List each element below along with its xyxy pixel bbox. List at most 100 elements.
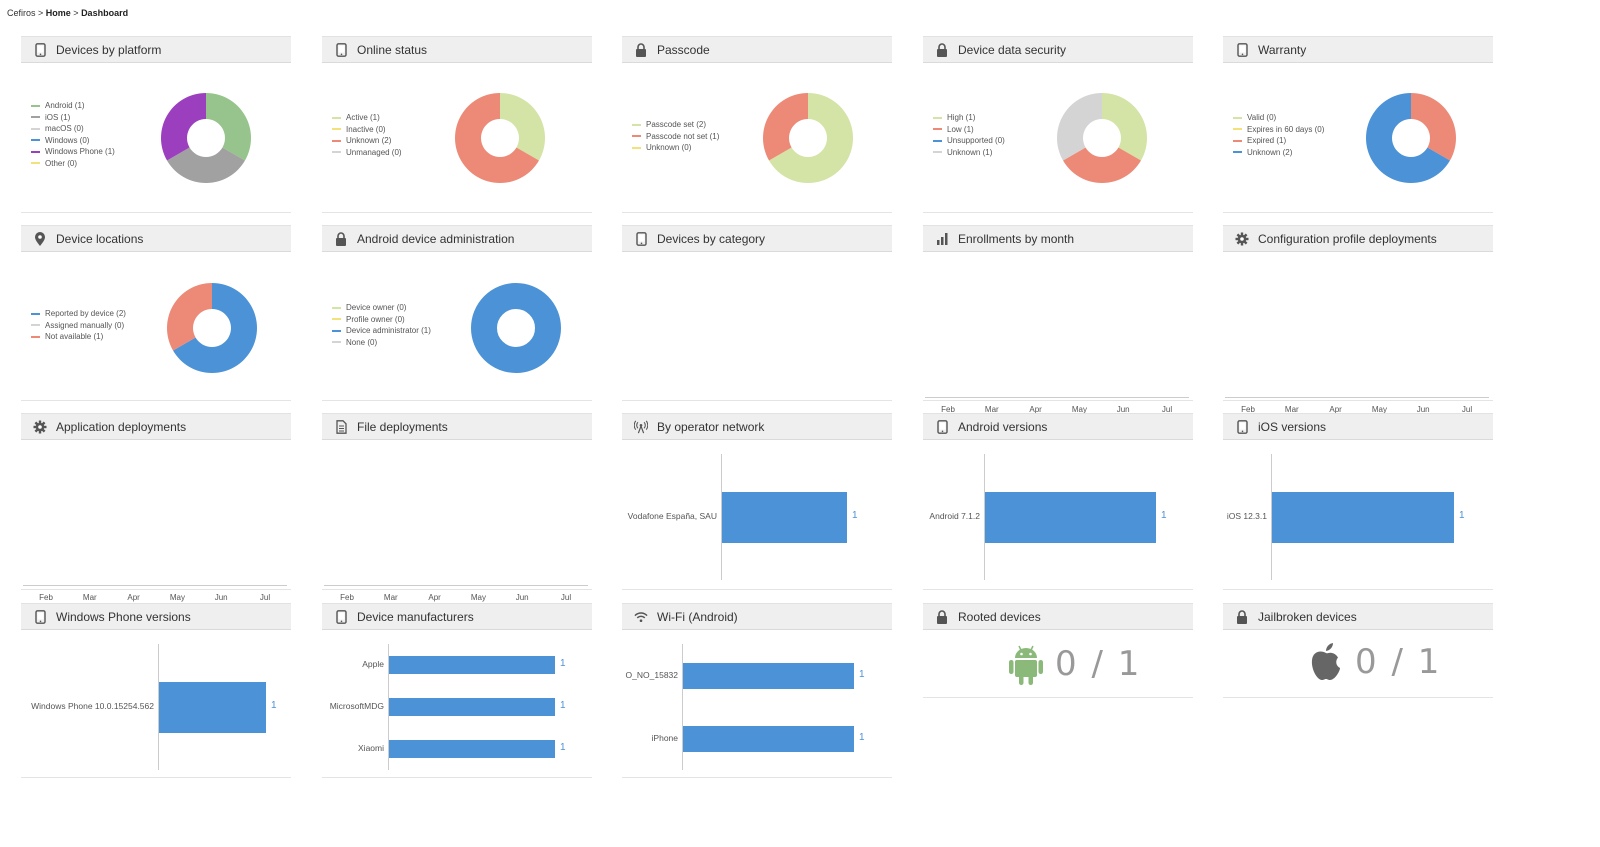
legend-item[interactable]: Reported by device (2) bbox=[31, 308, 126, 320]
panel-header[interactable]: Android versions bbox=[923, 413, 1193, 440]
panel-header[interactable]: By operator network bbox=[622, 413, 892, 440]
donut-slice[interactable] bbox=[167, 147, 245, 184]
donut-chart[interactable] bbox=[470, 282, 562, 374]
legend-item[interactable]: Windows (0) bbox=[31, 135, 115, 147]
bar[interactable] bbox=[389, 698, 555, 716]
panel-by-operator-network: By operator network Vodafone España, SAU… bbox=[622, 413, 892, 590]
bar[interactable] bbox=[389, 656, 555, 674]
bar[interactable] bbox=[683, 662, 854, 689]
y-axis-line bbox=[682, 644, 683, 770]
panel-header[interactable]: Passcode bbox=[622, 36, 892, 63]
legend-item[interactable]: Unknown (0) bbox=[632, 142, 719, 154]
donut-slice[interactable] bbox=[763, 93, 808, 161]
legend-item[interactable]: Unknown (2) bbox=[332, 135, 402, 147]
donut-slice[interactable] bbox=[1063, 147, 1141, 184]
panel-header[interactable]: Rooted devices bbox=[923, 603, 1193, 630]
panel-header[interactable]: Wi-Fi (Android) bbox=[622, 603, 892, 630]
panel-header[interactable]: Application deployments bbox=[21, 413, 291, 440]
legend-item[interactable]: Other (0) bbox=[31, 158, 115, 170]
panel-header[interactable]: File deployments bbox=[322, 413, 592, 440]
legend-swatch bbox=[31, 104, 40, 107]
legend-label: Windows (0) bbox=[45, 135, 90, 145]
panel-online-status: Online status Active (1) Inactive (0) Unkn… bbox=[322, 36, 592, 213]
legend-item[interactable]: High (1) bbox=[933, 112, 1005, 124]
donut-slice[interactable] bbox=[500, 93, 545, 161]
panel-header[interactable]: Configuration profile deployments bbox=[1223, 225, 1493, 252]
panel-divider bbox=[622, 212, 892, 213]
panel-title: Devices by platform bbox=[56, 42, 162, 57]
legend-item[interactable]: Profile owner (0) bbox=[332, 314, 431, 326]
legend-item[interactable]: Android (1) bbox=[31, 100, 115, 112]
panel-header[interactable]: iOS versions bbox=[1223, 413, 1493, 440]
bar[interactable] bbox=[722, 491, 847, 543]
legend-item[interactable]: Unknown (2) bbox=[1233, 147, 1324, 159]
bar[interactable] bbox=[389, 740, 555, 758]
panel-ios-versions: iOS versions iOS 12.3.1 1 bbox=[1223, 413, 1493, 590]
breadcrumb-home[interactable]: Home bbox=[45, 8, 71, 18]
donut-slice[interactable] bbox=[1411, 93, 1456, 161]
legend-item[interactable]: Expired (1) bbox=[1233, 135, 1324, 147]
legend-item[interactable]: Low (1) bbox=[933, 124, 1005, 136]
panel-header[interactable]: Devices by category bbox=[622, 225, 892, 252]
legend-item[interactable]: Expires in 60 days (0) bbox=[1233, 124, 1324, 136]
panel-header[interactable]: Device manufacturers bbox=[322, 603, 592, 630]
panel-header[interactable]: Devices by platform bbox=[21, 36, 291, 63]
rooted-devices-stat[interactable]: 0 / 1 bbox=[1007, 642, 1141, 686]
panel-header[interactable]: Android device administration bbox=[322, 225, 592, 252]
legend-swatch bbox=[31, 324, 40, 327]
legend-swatch bbox=[31, 335, 40, 338]
x-axis-line bbox=[324, 585, 588, 586]
donut-slice[interactable] bbox=[769, 93, 853, 183]
donut-slice[interactable] bbox=[1057, 93, 1102, 161]
legend-item[interactable]: Inactive (0) bbox=[332, 124, 402, 136]
breadcrumb-separator: > bbox=[70, 8, 82, 18]
x-axis-line bbox=[23, 585, 287, 586]
donut-slice[interactable] bbox=[1102, 93, 1147, 161]
legend-item[interactable]: Windows Phone (1) bbox=[31, 146, 115, 158]
donut-chart[interactable] bbox=[1365, 92, 1457, 184]
bar-category-label: Xiaomi bbox=[358, 743, 384, 753]
legend-item[interactable]: iOS (1) bbox=[31, 112, 115, 124]
legend-item[interactable]: Active (1) bbox=[332, 112, 402, 124]
legend-item[interactable]: Device owner (0) bbox=[332, 302, 431, 314]
legend-item[interactable]: Unmanaged (0) bbox=[332, 147, 402, 159]
panel-header[interactable]: Device locations bbox=[21, 225, 291, 252]
panel-header[interactable]: Online status bbox=[322, 36, 592, 63]
bar[interactable] bbox=[1272, 491, 1454, 543]
donut-slice[interactable] bbox=[1366, 93, 1450, 183]
donut-chart[interactable] bbox=[160, 92, 252, 184]
donut-slice[interactable] bbox=[173, 283, 257, 373]
panel-header[interactable]: Device data security bbox=[923, 36, 1193, 63]
donut-slice[interactable] bbox=[206, 93, 251, 161]
donut-chart[interactable] bbox=[166, 282, 258, 374]
legend-item[interactable]: Device administrator (1) bbox=[332, 325, 431, 337]
donut-slice[interactable] bbox=[471, 283, 561, 373]
panel-header[interactable]: Windows Phone versions bbox=[21, 603, 291, 630]
chart-legend: Passcode set (2) Passcode not set (1) Unkn… bbox=[632, 119, 719, 154]
legend-item[interactable]: Passcode set (2) bbox=[632, 119, 719, 131]
legend-item[interactable]: Assigned manually (0) bbox=[31, 320, 126, 332]
breadcrumb-root[interactable]: Cefiros bbox=[7, 8, 36, 18]
jailbroken-devices-stat[interactable]: 0 / 1 bbox=[1309, 642, 1441, 682]
bar[interactable] bbox=[159, 681, 266, 733]
legend-item[interactable]: Passcode not set (1) bbox=[632, 131, 719, 143]
donut-chart[interactable] bbox=[1056, 92, 1148, 184]
donut-slice[interactable] bbox=[167, 283, 212, 351]
panel-header[interactable]: Enrollments by month bbox=[923, 225, 1193, 252]
panel-header[interactable]: Jailbroken devices bbox=[1223, 603, 1493, 630]
legend-item[interactable]: None (0) bbox=[332, 337, 431, 349]
bar[interactable] bbox=[985, 491, 1156, 543]
legend-item[interactable]: Not available (1) bbox=[31, 331, 126, 343]
donut-slice[interactable] bbox=[455, 93, 539, 183]
legend-item[interactable]: Valid (0) bbox=[1233, 112, 1324, 124]
bar[interactable] bbox=[683, 725, 854, 752]
legend-item[interactable]: macOS (0) bbox=[31, 123, 115, 135]
file-icon bbox=[334, 419, 348, 434]
legend-item[interactable]: Unknown (1) bbox=[933, 147, 1005, 159]
donut-slice[interactable] bbox=[161, 93, 206, 161]
legend-item[interactable]: Unsupported (0) bbox=[933, 135, 1005, 147]
panel-header[interactable]: Warranty bbox=[1223, 36, 1493, 63]
donut-chart[interactable] bbox=[454, 92, 546, 184]
panel-divider bbox=[1223, 697, 1493, 698]
donut-chart[interactable] bbox=[762, 92, 854, 184]
